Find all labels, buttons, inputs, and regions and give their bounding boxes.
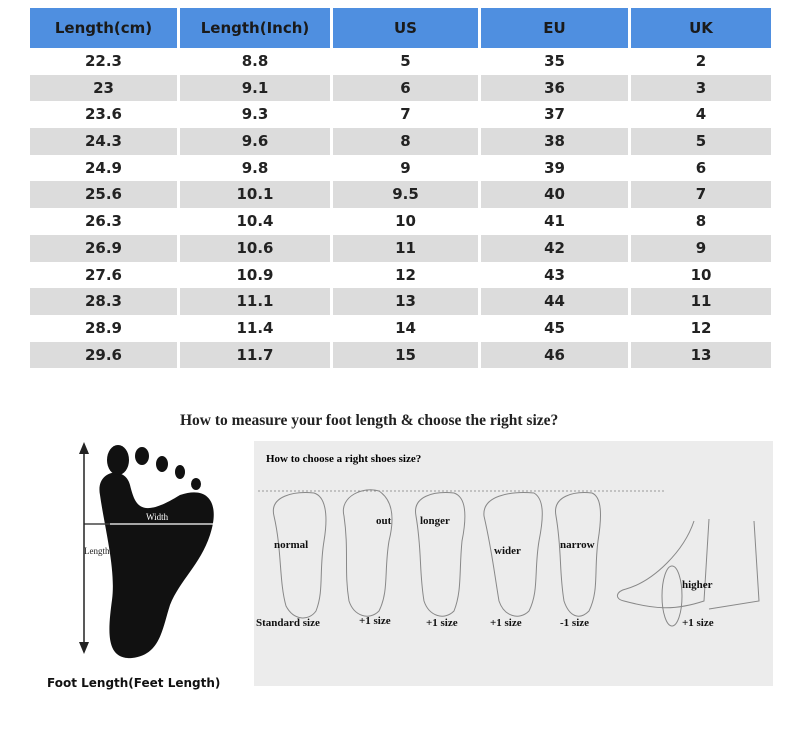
table-row: 24.9 9.8 9 39 6 (30, 155, 771, 182)
header-us: US (333, 8, 478, 48)
table-cell: 9.3 (241, 105, 269, 124)
table-row: 24.3 9.6 8 38 5 (30, 128, 771, 155)
table-cell: 15 (333, 341, 478, 369)
table-cell: 9 (400, 158, 411, 177)
table-cell: 27.6 (84, 265, 122, 284)
table-cell: 13 (631, 341, 771, 369)
table-cell: 13 (333, 288, 478, 315)
guide-title: How to measure your foot length & choose… (180, 412, 559, 429)
table-cell: 9.8 (241, 158, 269, 177)
table-cell: 4 (695, 105, 707, 124)
table-cell: 43 (544, 265, 565, 284)
table-cell: 12 (395, 265, 416, 284)
size-guide-panel: How to choose a right shoes size? normal… (254, 441, 773, 686)
table-cell: 11.4 (236, 318, 274, 337)
table-cell: 10 (690, 265, 712, 284)
table-cell: 28.9 (84, 318, 122, 337)
table-cell: 3 (631, 74, 771, 102)
header-uk: UK (631, 8, 771, 48)
table-cell: 12 (690, 318, 712, 337)
table-cell: 24.3 (30, 128, 177, 155)
table-cell: 24.9 (84, 158, 122, 177)
table-cell: 23.6 (84, 105, 122, 124)
foot-type-label: higher (682, 579, 713, 591)
table-cell: 39 (544, 158, 565, 177)
table-cell: 11.1 (180, 288, 330, 315)
length-label: Length (84, 546, 110, 556)
table-row: 29.6 11.7 15 46 13 (30, 341, 771, 369)
foot-caption: Foot Length(Feet Length) (47, 676, 221, 690)
table-cell: 26.9 (30, 234, 177, 262)
foot-silhouette-icon (79, 442, 216, 659)
table-cell: 9.1 (180, 74, 330, 102)
table-row: 23 9.1 6 36 3 (30, 74, 771, 102)
size-advice-label: +1 size (426, 617, 458, 629)
table-cell: 10.1 (180, 181, 330, 209)
table-cell: 41 (544, 212, 565, 231)
table-row: 28.3 11.1 13 44 11 (30, 288, 771, 315)
table-cell: 37 (544, 105, 565, 124)
size-table: Length(cm) Length(Inch) US EU UK 22.3 8.8… (30, 8, 771, 369)
table-row: 23.6 9.3 7 37 4 (30, 101, 771, 128)
table-cell: 36 (481, 74, 628, 102)
table-cell: 45 (544, 318, 565, 337)
table-cell: 10 (395, 212, 416, 231)
table-row: 26.9 10.6 11 42 9 (30, 234, 771, 262)
size-advice-label: Standard size (256, 617, 320, 629)
foot-type-label: normal (274, 539, 309, 551)
foot-type-label: narrow (560, 539, 595, 551)
foot-type-label: longer (420, 515, 450, 527)
foot-type-label: wider (494, 545, 521, 557)
table-cell: 10.4 (236, 212, 274, 231)
table-cell: 29.6 (30, 341, 177, 369)
table-cell: 11.7 (180, 341, 330, 369)
table-cell: 8.8 (241, 52, 269, 70)
feet-outlines-icon (258, 489, 760, 627)
table-cell: 11 (631, 288, 771, 315)
table-cell: 9.6 (180, 128, 330, 155)
table-cell: 28.3 (30, 288, 177, 315)
table-cell: 8 (333, 128, 478, 155)
table-cell: 14 (395, 318, 416, 337)
width-label: Width (146, 512, 169, 522)
table-cell: 9.5 (333, 181, 478, 209)
table-cell: 23 (30, 74, 177, 102)
size-advice-label: +1 size (490, 617, 522, 629)
table-cell: 38 (481, 128, 628, 155)
table-row: 28.9 11.4 14 45 12 (30, 315, 771, 342)
table-cell: 40 (481, 181, 628, 209)
table-cell: 5 (631, 128, 771, 155)
table-cell: 9 (631, 234, 771, 262)
table-header: Length(cm) Length(Inch) US EU UK (30, 8, 771, 48)
table-cell: 35 (544, 52, 565, 70)
table-cell: 6 (333, 74, 478, 102)
table-row: 27.6 10.9 12 43 10 (30, 262, 771, 289)
table-cell: 26.3 (84, 212, 122, 231)
header-length-cm: Length(cm) (30, 8, 177, 48)
header-length-inch: Length(Inch) (180, 8, 330, 48)
table-cell: 7 (631, 181, 771, 209)
table-row: 26.3 10.4 10 41 8 (30, 208, 771, 235)
table-cell: 11 (333, 234, 478, 262)
size-advice-label: +1 size (359, 615, 391, 627)
table-cell: 2 (695, 52, 707, 70)
table-cell: 5 (400, 52, 411, 70)
table-cell: 46 (481, 341, 628, 369)
table-cell: 7 (400, 105, 411, 124)
panel-title: How to choose a right shoes size? (266, 453, 422, 465)
table-row: 22.3 8.8 5 35 2 (30, 48, 771, 75)
table-cell: 42 (481, 234, 628, 262)
table-cell: 44 (481, 288, 628, 315)
size-advice-label: -1 size (560, 617, 590, 629)
table-cell: 8 (695, 212, 707, 231)
table-row: 25.6 10.1 9.5 40 7 (30, 181, 771, 209)
table-cell: 22.3 (84, 52, 122, 70)
header-eu: EU (481, 8, 628, 48)
table-cell: 10.6 (180, 234, 330, 262)
table-cell: 10.9 (236, 265, 274, 284)
table-cell: 6 (695, 158, 707, 177)
size-advice-label: +1 size (682, 617, 714, 629)
table-cell: 25.6 (30, 181, 177, 209)
foot-type-label: out (376, 515, 392, 527)
